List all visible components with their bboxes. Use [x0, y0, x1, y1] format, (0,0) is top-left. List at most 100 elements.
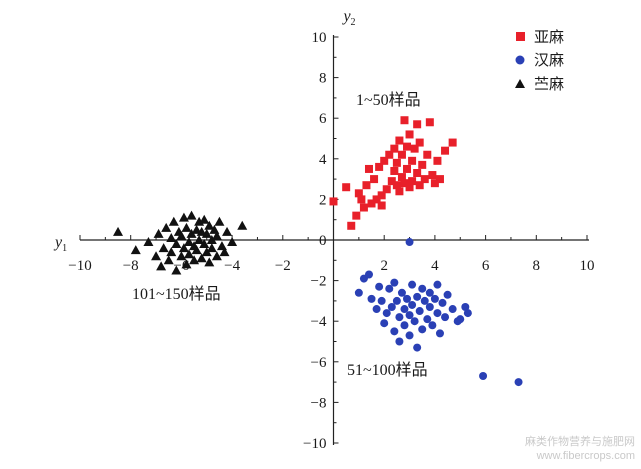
flax-point: [408, 177, 417, 186]
y-tick-label: −10: [303, 436, 326, 452]
hemp-point: [438, 298, 447, 307]
hemp-point: [392, 296, 401, 305]
ramie-point: [199, 239, 210, 249]
flax-point: [390, 166, 399, 175]
hemp-point: [418, 325, 427, 334]
ramie-point: [206, 235, 217, 244]
flax-point: [433, 156, 442, 165]
ramie-point: [158, 243, 169, 253]
ramie-point: [171, 265, 182, 275]
series-flax: [329, 116, 457, 230]
hemp-point: [479, 372, 488, 381]
hemp-point: [425, 288, 434, 297]
hemp-point: [425, 302, 434, 311]
watermark-line-2: www.fibercrops.com: [536, 450, 635, 462]
flax-point: [397, 173, 406, 182]
hemp-point: [372, 305, 381, 314]
hemp-point: [433, 309, 442, 318]
watermark-line-1: 麻类作物营养与施肥网: [525, 436, 635, 448]
flax-point: [435, 175, 444, 184]
flax-point: [362, 181, 371, 190]
ramie-point: [219, 247, 230, 257]
legend-label-hemp: 汉麻: [534, 52, 564, 69]
flax-point: [395, 187, 404, 196]
series-ramie: [113, 210, 248, 275]
ramie-point: [184, 249, 195, 259]
hemp-point: [354, 288, 363, 297]
flax-point: [342, 183, 351, 192]
y-tick-label: 0: [319, 233, 327, 249]
flax-point: [375, 162, 384, 171]
ramie-point: [113, 226, 124, 236]
legend: 亚麻 汉麻 苎麻: [515, 29, 564, 93]
hemp-point: [395, 337, 404, 346]
flax-point: [413, 169, 422, 178]
label-group-1-50: 1~50样品: [356, 91, 421, 109]
y-tick-label: 2: [319, 192, 327, 208]
ramie-point: [184, 237, 195, 247]
flax-point: [354, 189, 363, 198]
x-tick-label: 8: [533, 258, 541, 274]
ramie-point: [176, 251, 187, 261]
flax-point: [377, 201, 386, 210]
hemp-point: [463, 309, 472, 318]
x-tick-label: 10: [580, 258, 595, 274]
x-tick-label: −10: [68, 258, 91, 274]
hemp-point: [418, 284, 427, 293]
y-tick-label: −2: [311, 274, 327, 290]
hemp-point: [435, 329, 444, 338]
hemp-point: [420, 296, 429, 305]
flax-point: [415, 138, 424, 147]
ramie-point: [151, 251, 162, 261]
x-tick-label: −8: [123, 258, 139, 274]
hemp-point: [397, 288, 406, 297]
hemp-point: [433, 280, 442, 289]
ramie-point: [237, 220, 248, 230]
y-axis-label: y2: [341, 8, 355, 28]
ramie-point: [211, 251, 222, 261]
hemp-point: [375, 282, 384, 291]
ramie-point: [199, 214, 210, 224]
legend-marker-hemp: [515, 55, 525, 65]
ramie-point: [163, 255, 174, 265]
flax-point: [418, 160, 427, 169]
hemp-point: [390, 327, 399, 336]
flax-point: [448, 138, 457, 147]
ramie-point: [181, 222, 192, 232]
hemp-point: [408, 300, 417, 309]
flax-point: [377, 191, 386, 200]
ramie-point: [227, 237, 238, 247]
group-labels: 1~50样品 51~100样品 101~150样品: [132, 91, 428, 379]
flax-point: [400, 116, 409, 125]
flax-point: [397, 150, 406, 159]
ramie-point: [178, 212, 189, 222]
hemp-point: [456, 315, 465, 324]
ramie-point: [161, 222, 172, 232]
hemp-point: [405, 331, 414, 340]
y-tick-label: −4: [311, 314, 327, 330]
flax-point: [359, 203, 368, 212]
hemp-point: [405, 311, 414, 320]
ramie-point: [196, 253, 207, 263]
ramie-point: [181, 259, 192, 269]
flax-point: [392, 181, 401, 190]
flax-point: [405, 130, 414, 139]
flax-point: [372, 195, 381, 204]
flax-point: [423, 150, 432, 159]
hemp-point: [400, 305, 409, 314]
x-tick-label: −4: [224, 258, 240, 274]
flax-point: [370, 175, 379, 184]
ramie-point: [178, 243, 189, 253]
flax-point: [395, 136, 404, 145]
hemp-point: [377, 296, 386, 305]
ramie-point: [130, 245, 141, 255]
hemp-point: [413, 292, 422, 301]
hemp-point: [423, 315, 432, 324]
flax-point: [405, 183, 414, 192]
ramie-point: [176, 230, 187, 240]
y-tick-label: 10: [312, 30, 327, 46]
ramie-point: [204, 257, 215, 267]
ramie-point: [201, 247, 212, 257]
ramie-point: [189, 255, 200, 265]
